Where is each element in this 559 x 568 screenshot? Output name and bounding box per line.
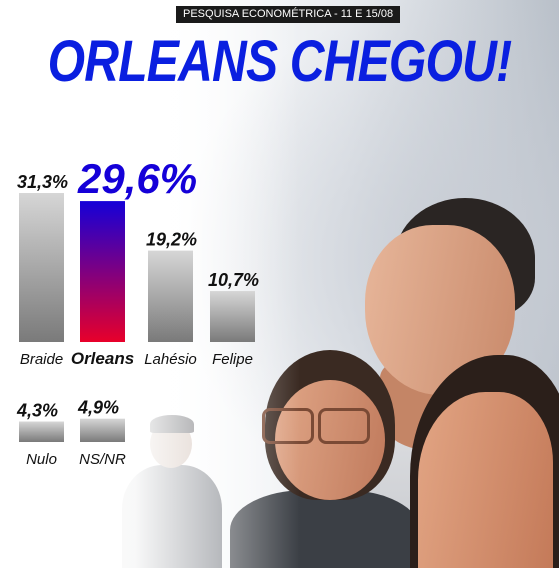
bar-felipe xyxy=(210,291,255,342)
survey-badge: PESQUISA ECONOMÉTRICA - 11 E 15/08 xyxy=(176,6,401,23)
value-label-lahesio: 19,2% xyxy=(146,230,197,250)
category-label-ns-nr: NS/NR xyxy=(79,451,126,468)
category-label-orleans: Orleans xyxy=(71,349,134,368)
bar-braide xyxy=(19,193,64,342)
bar-lahesio xyxy=(148,250,193,342)
bar-ns-nr xyxy=(80,418,125,442)
category-label-nulo: Nulo xyxy=(26,451,57,468)
category-label-felipe: Felipe xyxy=(212,351,253,368)
girl-right-face xyxy=(418,392,553,568)
bar-nulo xyxy=(19,421,64,442)
value-label-ns-nr: 4,9% xyxy=(77,398,119,418)
value-label-felipe: 10,7% xyxy=(208,270,259,290)
value-label-nulo: 4,3% xyxy=(16,401,58,421)
category-label-lahesio: Lahésio xyxy=(144,351,197,368)
page-title: ORLEANS CHEGOU! xyxy=(47,29,512,94)
value-label-braide: 31,3% xyxy=(17,172,68,192)
value-label-orleans: 29,6% xyxy=(77,155,197,202)
bar-orleans xyxy=(80,201,125,342)
category-label-braide: Braide xyxy=(20,351,63,368)
